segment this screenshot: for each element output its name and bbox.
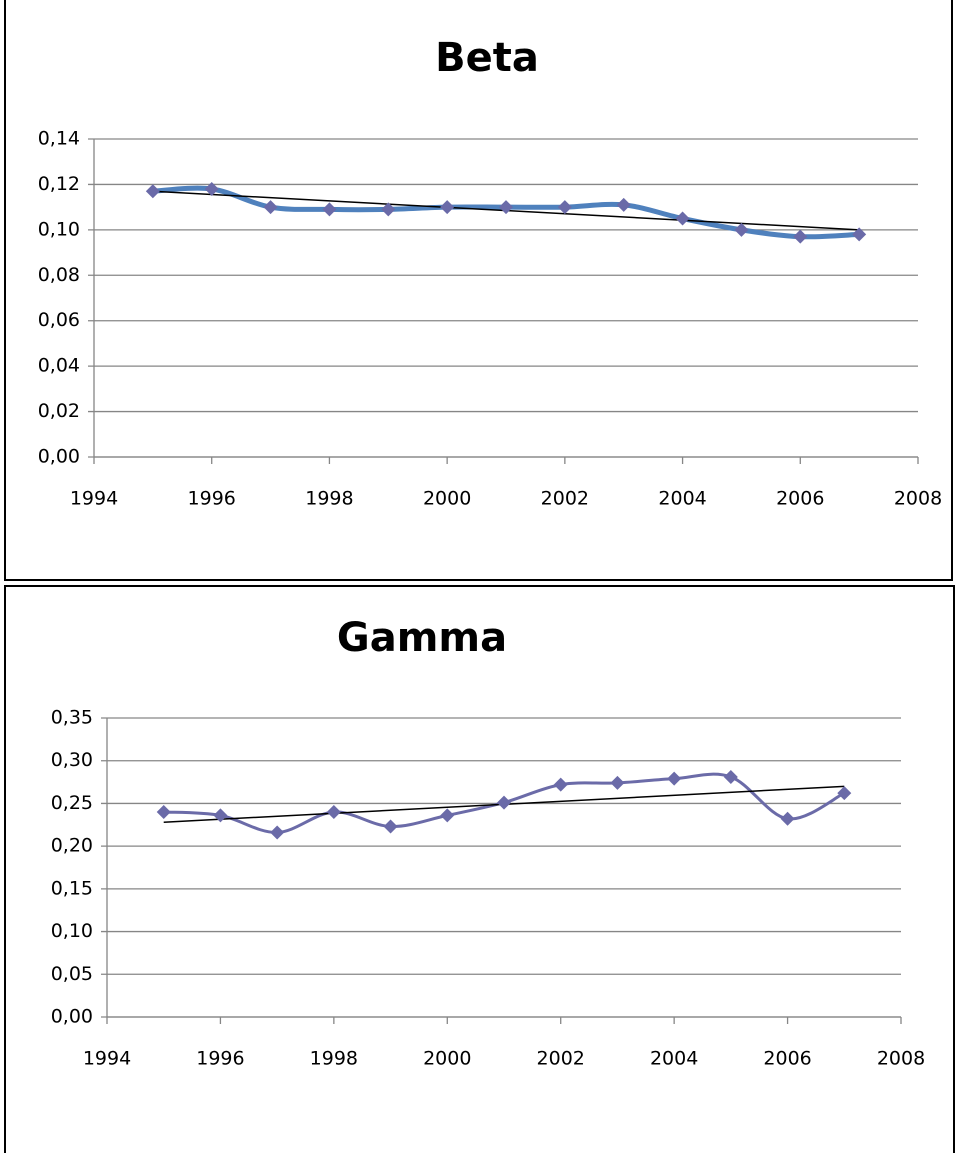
y-tick-label: 0,00 [38, 446, 80, 468]
x-tick-label: 2002 [537, 1048, 585, 1070]
x-tick-label: 1998 [305, 488, 353, 510]
y-tick-label: 0,10 [51, 920, 93, 942]
x-tick-label: 2000 [423, 1048, 471, 1070]
y-tick-label: 0,00 [51, 1006, 93, 1028]
marker [499, 200, 513, 215]
chart-frame [4, 0, 953, 581]
x-tick-label: 1996 [188, 488, 236, 510]
y-tick-label: 0,35 [51, 707, 93, 729]
x-tick-label: 1994 [70, 488, 118, 510]
x-tick-label: 2006 [763, 1048, 811, 1070]
marker [440, 200, 455, 215]
marker [837, 786, 852, 801]
marker [204, 181, 219, 196]
marker [675, 211, 690, 226]
x-tick-label: 2008 [894, 488, 942, 510]
marker [497, 795, 511, 810]
marker [616, 197, 631, 212]
y-tick-label: 0,10 [38, 218, 80, 240]
marker [723, 769, 738, 784]
y-tick-label: 0,05 [51, 963, 93, 985]
chart-title: Gamma [337, 615, 507, 661]
x-tick-label: 2002 [541, 488, 589, 510]
marker [780, 811, 795, 826]
marker [610, 775, 625, 790]
chart-frame [4, 585, 955, 1153]
marker [734, 222, 749, 237]
x-tick-label: 2008 [877, 1048, 925, 1070]
marker [381, 202, 396, 217]
marker [557, 200, 572, 215]
marker [440, 808, 455, 823]
marker [145, 184, 160, 199]
x-tick-label: 1994 [83, 1048, 131, 1070]
marker [213, 808, 228, 823]
x-tick-label: 2004 [650, 1048, 698, 1070]
y-tick-label: 0,25 [51, 792, 93, 814]
y-tick-label: 0,20 [51, 835, 93, 857]
x-tick-label: 1996 [196, 1048, 244, 1070]
y-tick-label: 0,30 [51, 749, 93, 771]
marker [667, 771, 682, 786]
marker [553, 777, 568, 792]
marker [793, 229, 808, 244]
y-tick-label: 0,02 [38, 400, 80, 422]
y-tick-label: 0,04 [38, 355, 80, 377]
x-tick-label: 2006 [776, 488, 824, 510]
marker [270, 825, 285, 840]
y-tick-label: 0,06 [38, 309, 80, 331]
marker [852, 227, 867, 242]
x-tick-label: 2004 [658, 488, 706, 510]
marker [263, 200, 278, 215]
chart-title: Beta [435, 35, 539, 81]
marker [322, 202, 337, 217]
y-tick-label: 0,08 [38, 264, 80, 286]
marker [383, 819, 398, 834]
x-tick-label: 2000 [423, 488, 471, 510]
y-tick-label: 0,12 [38, 173, 80, 195]
y-tick-label: 0,15 [51, 877, 93, 899]
y-tick-label: 0,14 [38, 128, 80, 150]
marker [326, 804, 341, 819]
marker [156, 804, 171, 819]
x-tick-label: 1998 [310, 1048, 358, 1070]
